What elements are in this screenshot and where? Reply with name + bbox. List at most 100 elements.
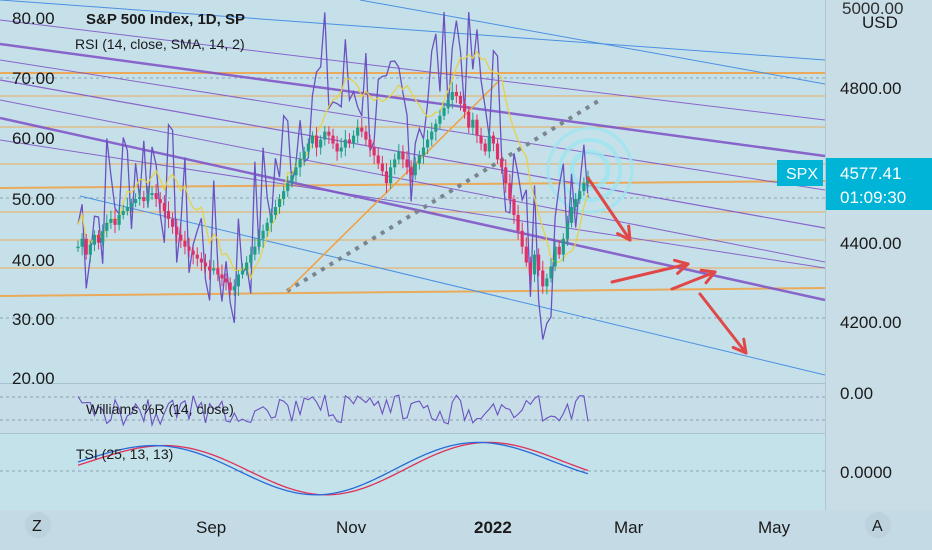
candle-body xyxy=(257,238,261,247)
candle-body xyxy=(138,197,142,200)
left-axis-tick: 20.00 xyxy=(12,369,55,388)
projection-arrow-head xyxy=(676,262,690,275)
candle-body xyxy=(179,234,183,241)
candle-body xyxy=(84,238,88,255)
zoom-left-button-bg xyxy=(25,512,51,538)
left-axis-tick: 70.00 xyxy=(12,69,55,88)
symbol-label: SPX xyxy=(786,166,818,183)
projection-arrow-head xyxy=(672,258,690,266)
left-axis-tick: 40.00 xyxy=(12,251,55,270)
candle-body xyxy=(199,258,203,263)
candle-body xyxy=(504,167,508,184)
projection-arrow-head xyxy=(742,337,748,355)
candle-body xyxy=(129,203,134,207)
candle-body xyxy=(277,199,282,207)
candle-body xyxy=(236,274,241,287)
candle-body xyxy=(203,262,208,267)
candle-body xyxy=(516,214,520,231)
candle-body xyxy=(150,193,154,196)
candle-body xyxy=(512,199,516,215)
right-axis: 5000.00 USD 4800.00 4400.00 4200.00 xyxy=(840,0,903,332)
target-ring xyxy=(546,126,634,214)
candle-body xyxy=(125,207,129,211)
left-axis-tick: 50.00 xyxy=(12,190,55,209)
candle-body xyxy=(105,222,109,231)
candle-body xyxy=(569,207,574,223)
symbol-badge xyxy=(777,160,823,186)
rsi-label: RSI (14, close, SMA, 14, 2) xyxy=(75,36,245,52)
tsi-scale-label: 0.0000 xyxy=(840,463,892,482)
zoom-left-button[interactable]: Z xyxy=(25,512,51,538)
williams-pane xyxy=(0,383,825,433)
williams-label: Williams %R (14, close) xyxy=(86,401,234,417)
williams-line xyxy=(77,394,589,428)
auto-scale-label: A xyxy=(872,518,883,535)
candle-body xyxy=(417,155,421,164)
time-label: Mar xyxy=(614,518,644,537)
williams-scale-label: 0.00 xyxy=(840,384,873,403)
candle-body xyxy=(438,115,442,124)
candle-body xyxy=(208,266,212,271)
time-axis-strip xyxy=(0,510,932,550)
candle-body xyxy=(409,167,413,176)
candle-body xyxy=(532,254,537,275)
candle-body xyxy=(162,203,166,211)
candle-body xyxy=(319,139,323,148)
candle-body xyxy=(384,171,389,184)
candle-body xyxy=(574,199,578,207)
candle-body xyxy=(463,103,467,112)
candle-body xyxy=(154,193,158,200)
candle-body xyxy=(454,91,458,96)
candle-body xyxy=(450,91,454,100)
candle-body xyxy=(442,107,446,116)
left-axis-tick: 60.00 xyxy=(12,129,55,148)
candle-body xyxy=(356,127,360,136)
candle-body xyxy=(524,246,528,263)
rsi-line xyxy=(77,11,589,340)
candle-body xyxy=(101,230,105,243)
projection-arrow-head xyxy=(699,268,717,274)
candle-body xyxy=(286,183,290,192)
bar-countdown: 01:09:30 xyxy=(840,188,906,207)
candle-body xyxy=(545,278,549,287)
candle-body xyxy=(253,246,257,255)
candle-body xyxy=(520,230,524,247)
candle-body xyxy=(232,286,236,291)
candle-body xyxy=(327,131,331,136)
candle-body xyxy=(458,95,463,104)
candle-body xyxy=(413,163,417,176)
candle-body xyxy=(376,155,380,164)
candle-body xyxy=(216,268,220,275)
candle-body xyxy=(335,143,339,152)
projection-arrow-head xyxy=(704,270,717,285)
channel-line xyxy=(0,19,826,121)
auto-scale-button[interactable]: A xyxy=(865,512,891,538)
candle-body xyxy=(282,191,286,200)
candle-body xyxy=(96,234,101,243)
candle-body xyxy=(483,143,487,152)
candle-body xyxy=(508,183,512,200)
candle-body xyxy=(343,139,347,148)
right-axis-unit: USD xyxy=(862,13,898,32)
blue-parallel-line xyxy=(359,0,826,85)
candle-body xyxy=(113,218,117,225)
blue-parallel-line xyxy=(79,195,826,376)
candle-body xyxy=(495,143,500,160)
auto-scale-button-bg xyxy=(865,512,891,538)
candle-body xyxy=(133,199,138,204)
candle-body xyxy=(425,139,430,148)
candle-body xyxy=(388,167,393,184)
horizontal-level-line xyxy=(0,287,826,297)
candle-body xyxy=(166,210,171,219)
candle-body xyxy=(76,246,80,249)
candle-body xyxy=(467,111,471,128)
channel-line xyxy=(0,42,826,158)
candle-body xyxy=(290,175,294,184)
projection-arrow xyxy=(670,270,717,291)
candle-body xyxy=(269,214,273,223)
price-badge xyxy=(826,158,932,210)
candle-body xyxy=(500,159,504,168)
candle-body xyxy=(541,270,545,287)
target-ring xyxy=(558,138,622,202)
candle-body xyxy=(364,131,368,140)
